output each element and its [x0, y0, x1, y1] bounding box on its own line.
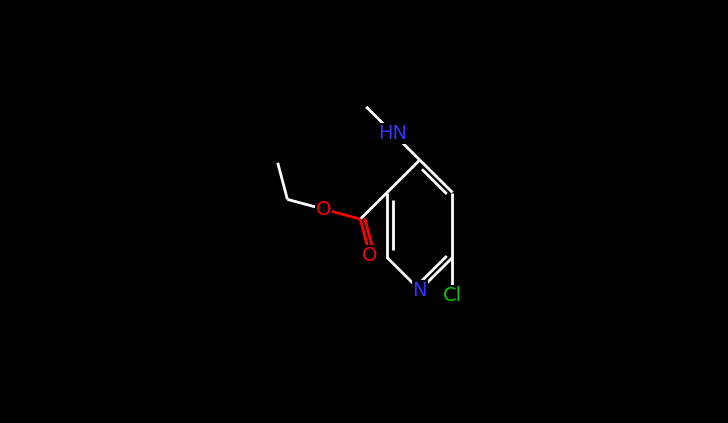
Text: O: O [363, 246, 378, 265]
Text: HN: HN [379, 124, 408, 143]
Text: O: O [316, 200, 331, 219]
Text: N: N [413, 280, 427, 299]
Text: Cl: Cl [443, 286, 462, 305]
